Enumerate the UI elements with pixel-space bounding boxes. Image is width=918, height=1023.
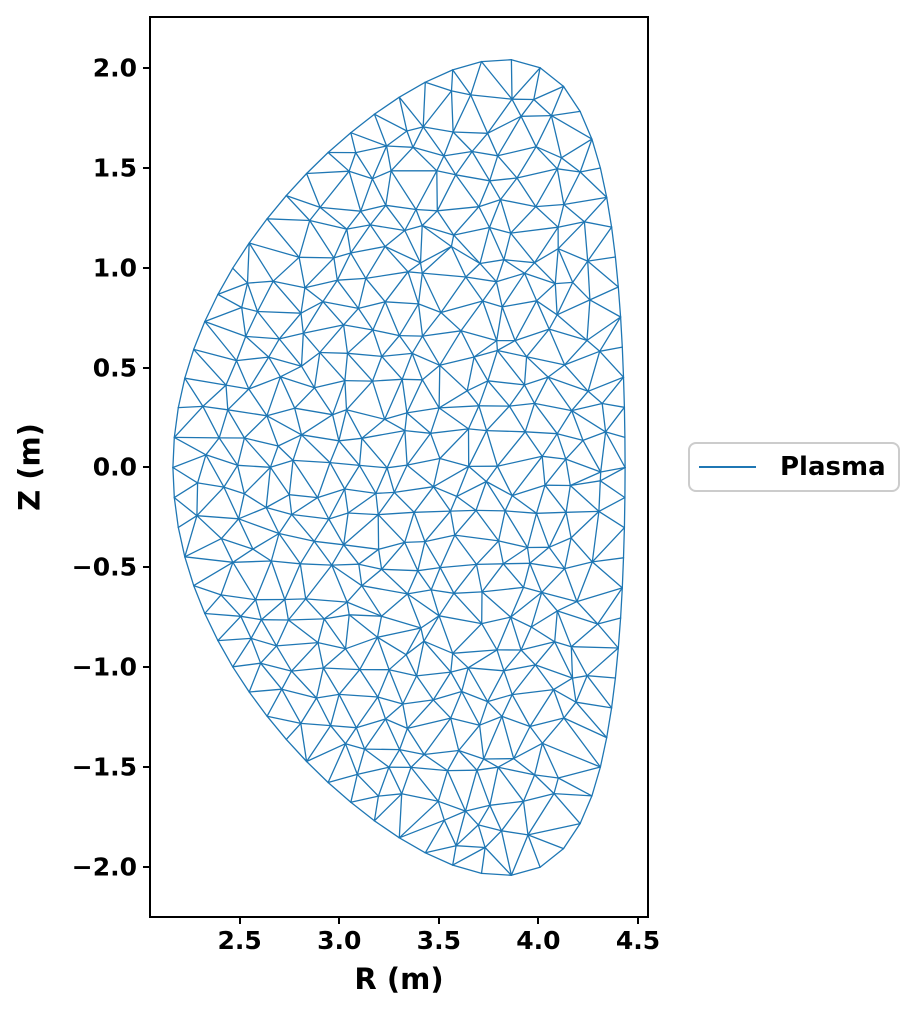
x-tick-mark [537, 916, 540, 924]
x-tick-mark [437, 916, 440, 924]
x-tick-label: 2.5 [217, 926, 262, 955]
y-tick-label: 0.5 [92, 353, 137, 383]
x-tick-mark [238, 916, 241, 924]
y-tick-label: 2.0 [92, 53, 137, 83]
legend-line-sample [699, 466, 756, 468]
y-tick-mark [143, 866, 151, 869]
y-tick-label: −1.0 [71, 652, 137, 682]
x-tick-label: 4.0 [516, 926, 561, 955]
x-tick-label: 4.5 [615, 926, 661, 955]
y-tick-label: 0.0 [92, 452, 137, 482]
y-tick-label: 1.0 [92, 253, 137, 283]
x-tick-label: 3.5 [416, 926, 461, 955]
x-tick-mark [338, 916, 341, 924]
y-tick-mark [143, 466, 151, 469]
x-tick-mark [637, 916, 640, 924]
plasma-mesh [172, 59, 626, 876]
y-tick-mark [143, 666, 151, 669]
y-tick-mark [143, 66, 151, 69]
x-tick-label: 3.0 [317, 926, 362, 955]
y-tick-mark [143, 566, 151, 569]
y-tick-label: 1.5 [92, 153, 137, 183]
y-tick-mark [143, 166, 151, 169]
y-tick-mark [143, 266, 151, 269]
y-tick-label: −1.5 [71, 752, 137, 782]
plot-area [149, 16, 649, 918]
y-tick-mark [143, 766, 151, 769]
legend-label: Plasma [780, 452, 886, 482]
legend: Plasma [688, 442, 900, 492]
y-tick-label: −2.0 [71, 852, 137, 882]
y-axis-label: Z (m) [12, 423, 47, 511]
x-axis-label: R (m) [354, 962, 444, 996]
y-tick-mark [143, 366, 151, 369]
y-tick-label: −0.5 [71, 552, 137, 582]
